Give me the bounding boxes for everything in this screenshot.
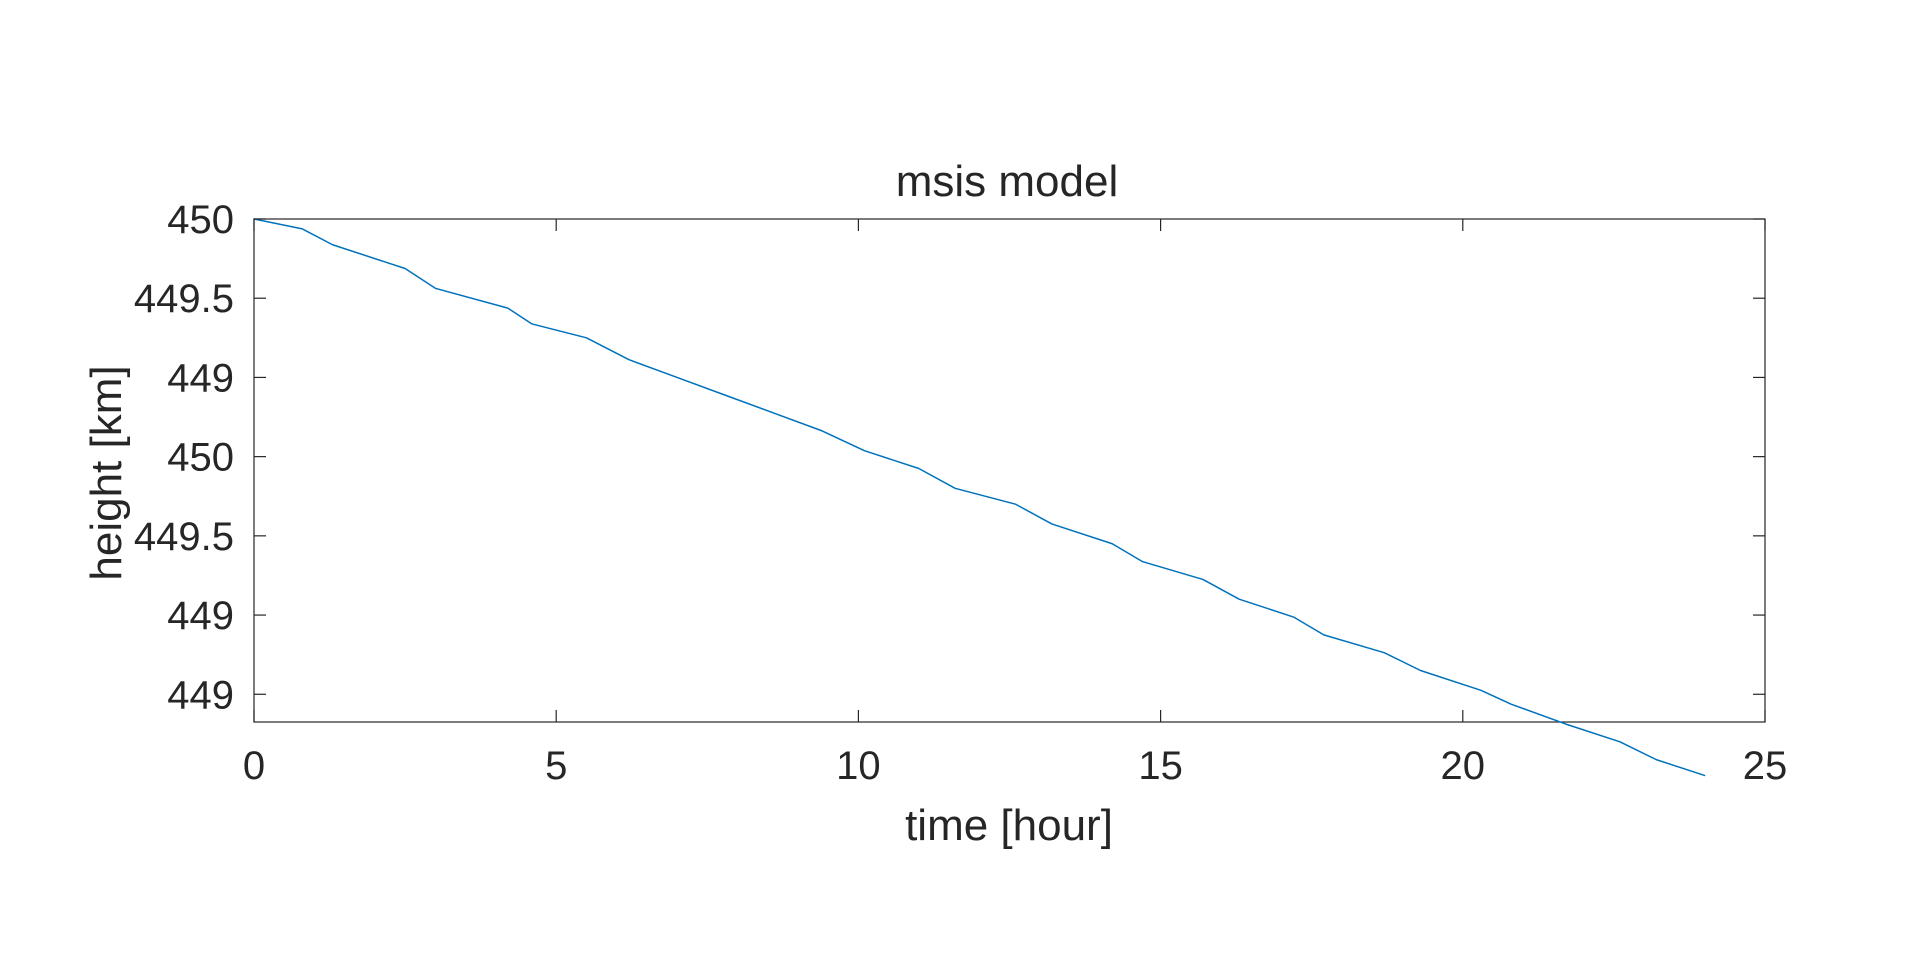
y-tick-label: 450 xyxy=(167,198,234,242)
y-tick-label: 449 xyxy=(167,594,234,638)
x-ticks: 0 5 10 15 20 25 xyxy=(243,219,1787,788)
plot-area: 0 5 10 15 20 25 450 449.5 449 450 449.5 449 449 xyxy=(134,198,1787,788)
y-ticks: 450 449.5 449 450 449.5 449 449 xyxy=(134,198,1765,717)
series-layer xyxy=(253,218,1706,777)
y-tick-label: 449 xyxy=(167,673,234,717)
chart-title: msis model xyxy=(896,157,1119,206)
x-tick-label: 15 xyxy=(1138,744,1183,788)
x-tick-label: 5 xyxy=(545,744,567,788)
x-tick-label: 20 xyxy=(1441,744,1486,788)
y-axis-label: height [km] xyxy=(82,365,131,580)
y-tick-label: 450 xyxy=(167,436,234,480)
x-tick-label: 10 xyxy=(836,744,881,788)
y-tick-label: 449.5 xyxy=(134,515,234,559)
x-axis-label: time [hour] xyxy=(905,801,1113,850)
plot-frame xyxy=(253,218,1766,723)
y-tick-label: 449 xyxy=(167,356,234,400)
x-tick-label: 0 xyxy=(243,744,265,788)
y-tick-label: 449.5 xyxy=(134,277,234,321)
x-tick-label: 25 xyxy=(1743,744,1788,788)
series-line xyxy=(253,218,1706,777)
